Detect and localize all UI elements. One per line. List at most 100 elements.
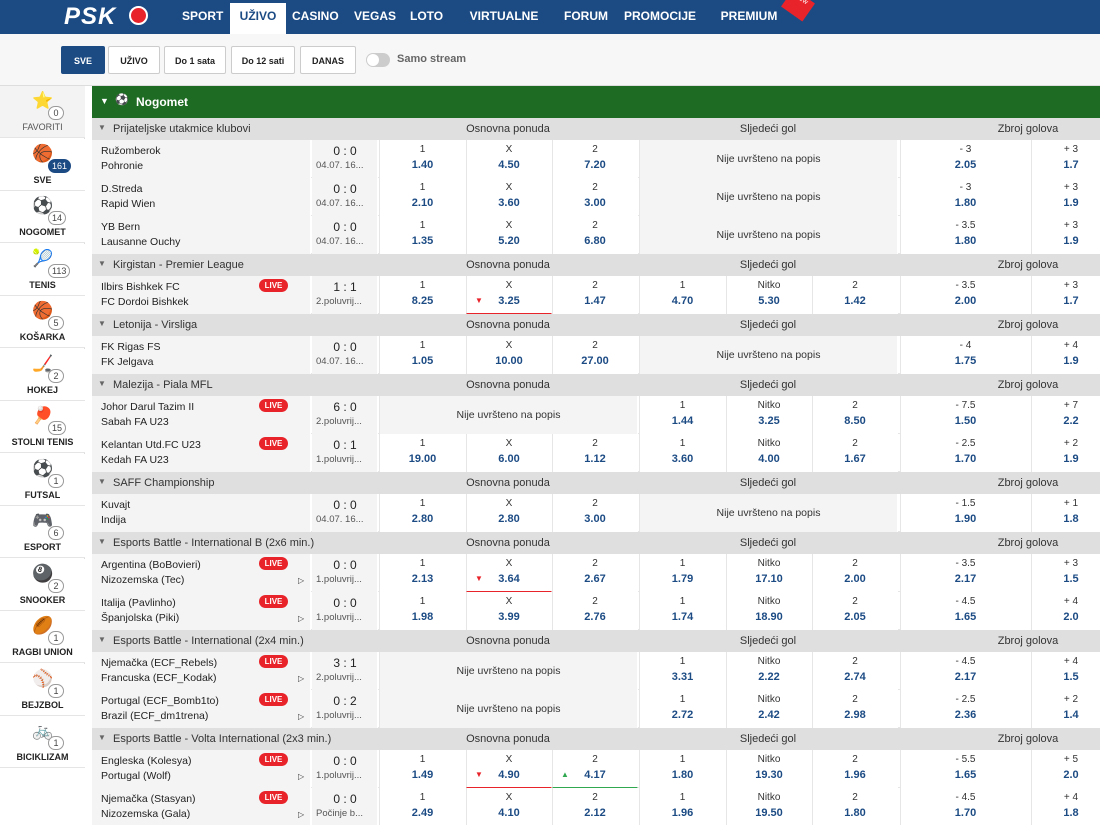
odd-button[interactable]: 1 1.74 [639,592,726,630]
stream-play-icon[interactable]: ▷ [298,614,305,623]
odd-button[interactable]: 1 1.44 [639,396,726,434]
odd-button[interactable]: 1 1.49 [379,750,466,788]
sidebar-item-6[interactable]: 🏓 15 STOLNI TENIS [0,401,85,453]
league-header[interactable]: ▼ Malezija - Piala MFL Osnovna ponuda Sljed… [92,374,1100,396]
collapse-caret-icon[interactable]: ▼ [100,96,109,106]
odd-button[interactable]: 2 2.74 [812,652,898,690]
match-row[interactable]: Ružomberok Pohronie 0 : 0 04.07. 16... 1 1.40… [92,140,1100,178]
collapse-caret-icon[interactable]: ▼ [98,319,106,328]
odd-button[interactable]: - 3.5 1.80 [900,216,1031,254]
odd-button[interactable]: - 4.5 1.70 [900,788,1031,825]
odd-button[interactable]: 1 2.72 [639,690,726,728]
filter-button-4[interactable]: DANAS [300,46,356,74]
match-row[interactable]: YB Bern Lausanne Ouchy 0 : 0 04.07. 16... 1 1… [92,216,1100,254]
odd-button[interactable]: 2 2.76 [552,592,638,630]
odd-button[interactable]: - 4.5 1.65 [900,592,1031,630]
match-teams[interactable]: Argentina (BoBovieri) Nizozemska (Tec) LIV… [92,554,311,592]
odd-button[interactable]: 2 4.17 ▲ [552,750,638,788]
filter-button-3[interactable]: Do 12 sati [231,46,295,74]
nav-item-4[interactable]: LOTO [410,9,444,23]
odd-button[interactable]: Nitko 17.10 [726,554,812,592]
match-teams[interactable]: Njemačka (Stasyan) Nizozemska (Gala) LIVE ▷ [92,788,311,825]
odd-button[interactable]: 2 2.67 [552,554,638,592]
stream-play-icon[interactable]: ▷ [298,772,305,781]
nav-item-6[interactable]: FORUM [564,9,608,23]
odd-button[interactable]: - 1.5 1.90 [900,494,1031,532]
odd-button[interactable]: Nitko 19.30 [726,750,812,788]
odd-button[interactable]: + 3 1.9 [1031,216,1100,254]
match-teams[interactable]: Kelantan Utd.FC U23 Kedah FA U23 LIVE [92,434,311,472]
collapse-caret-icon[interactable]: ▼ [98,123,106,132]
match-row[interactable]: Engleska (Kolesya) Portugal (Wolf) LIVE ▷ 0 … [92,750,1100,788]
odd-button[interactable]: 2 6.80 [552,216,638,254]
match-teams[interactable]: D.Streda Rapid Wien [92,178,311,216]
odd-button[interactable]: 1 4.70 [639,276,726,314]
match-teams[interactable]: FK Rigas FS FK Jelgava [92,336,311,374]
collapse-caret-icon[interactable]: ▼ [98,733,106,742]
match-teams[interactable]: Italija (Pavlinho) Španjolska (Piki) LIVE ▷ [92,592,311,630]
odd-button[interactable]: + 4 1.5 [1031,652,1100,690]
odd-button[interactable]: X 4.10 [466,788,552,825]
sidebar-item-10[interactable]: 🏉 1 RAGBI UNION [0,611,85,663]
odd-button[interactable]: 2 2.98 [812,690,898,728]
odd-button[interactable]: X 3.64 ▼ [466,554,552,592]
collapse-caret-icon[interactable]: ▼ [98,379,106,388]
match-teams[interactable]: Ilbirs Bishkek FC FC Dordoi Bishkek LIVE [92,276,311,314]
odd-button[interactable]: 1 1.79 [639,554,726,592]
odd-button[interactable]: + 4 1.8 [1031,788,1100,825]
odd-button[interactable]: X 2.80 [466,494,552,532]
nav-item-3[interactable]: VEGAS [354,9,397,23]
odd-button[interactable]: + 4 2.0 [1031,592,1100,630]
odd-button[interactable]: - 7.5 1.50 [900,396,1031,434]
odd-button[interactable]: 1 1.40 [379,140,466,178]
collapse-caret-icon[interactable]: ▼ [98,537,106,546]
match-row[interactable]: Argentina (BoBovieri) Nizozemska (Tec) LIV… [92,554,1100,592]
odd-button[interactable]: Nitko 5.30 [726,276,812,314]
filter-button-1[interactable]: UŽIVO [108,46,160,74]
odd-button[interactable]: 1 2.13 [379,554,466,592]
odd-button[interactable]: X 3.60 [466,178,552,216]
odd-button[interactable]: + 7 2.2 [1031,396,1100,434]
odd-button[interactable]: 2 3.00 [552,178,638,216]
odd-button[interactable]: 1 3.60 [639,434,726,472]
match-teams[interactable]: YB Bern Lausanne Ouchy [92,216,311,254]
match-row[interactable]: Njemačka (ECF_Rebels) Francuska (ECF_Koda… [92,652,1100,690]
odd-button[interactable]: 2 1.47 [552,276,638,314]
odd-button[interactable]: 1 1.05 [379,336,466,374]
odd-button[interactable]: 2 3.00 [552,494,638,532]
odd-button[interactable]: - 2.5 1.70 [900,434,1031,472]
filter-button-0[interactable]: SVE [61,46,105,74]
odd-button[interactable]: 1 1.96 [639,788,726,825]
odd-button[interactable]: 2 8.50 [812,396,898,434]
odd-button[interactable]: - 4 1.75 [900,336,1031,374]
odd-button[interactable]: 2 1.67 [812,434,898,472]
odd-button[interactable]: 2 1.80 [812,788,898,825]
league-header[interactable]: ▼ Esports Battle - International B (2x6 m… [92,532,1100,554]
stream-toggle[interactable] [366,53,390,67]
odd-button[interactable]: - 3.5 2.00 [900,276,1031,314]
sidebar-item-2[interactable]: ⚽ 14 NOGOMET [0,191,85,243]
sidebar-item-8[interactable]: 🎮 6 ESPORT [0,506,85,558]
odd-button[interactable]: 1 2.80 [379,494,466,532]
sidebar-item-4[interactable]: 🏀 5 KOŠARKA [0,296,85,348]
nav-item-0[interactable]: SPORT [182,9,224,23]
odd-button[interactable]: 1 8.25 [379,276,466,314]
sidebar-item-5[interactable]: 🏒 2 HOKEJ [0,348,85,401]
odd-button[interactable]: Nitko 2.42 [726,690,812,728]
odd-button[interactable]: + 4 1.9 [1031,336,1100,374]
odd-button[interactable]: + 3 1.7 [1031,276,1100,314]
odd-button[interactable]: X 3.25 ▼ [466,276,552,314]
match-teams[interactable]: Johor Darul Tazim II Sabah FA U23 LIVE [92,396,311,434]
sidebar-item-0[interactable]: ⭐ 0 FAVORITI [0,86,85,138]
odd-button[interactable]: - 3 1.80 [900,178,1031,216]
match-teams[interactable]: Engleska (Kolesya) Portugal (Wolf) LIVE ▷ [92,750,311,788]
nav-item-5[interactable]: VIRTUALNE IGRE [469,9,539,55]
odd-button[interactable]: Nitko 4.00 [726,434,812,472]
odd-button[interactable]: 2 2.00 [812,554,898,592]
collapse-caret-icon[interactable]: ▼ [98,635,106,644]
stream-play-icon[interactable]: ▷ [298,712,305,721]
sidebar-item-11[interactable]: ⚾ 1 BEJZBOL [0,663,85,716]
sidebar-item-12[interactable]: 🚲 1 BICIKLIZAM [0,716,85,768]
stream-play-icon[interactable]: ▷ [298,576,305,585]
odd-button[interactable]: Nitko 3.25 [726,396,812,434]
